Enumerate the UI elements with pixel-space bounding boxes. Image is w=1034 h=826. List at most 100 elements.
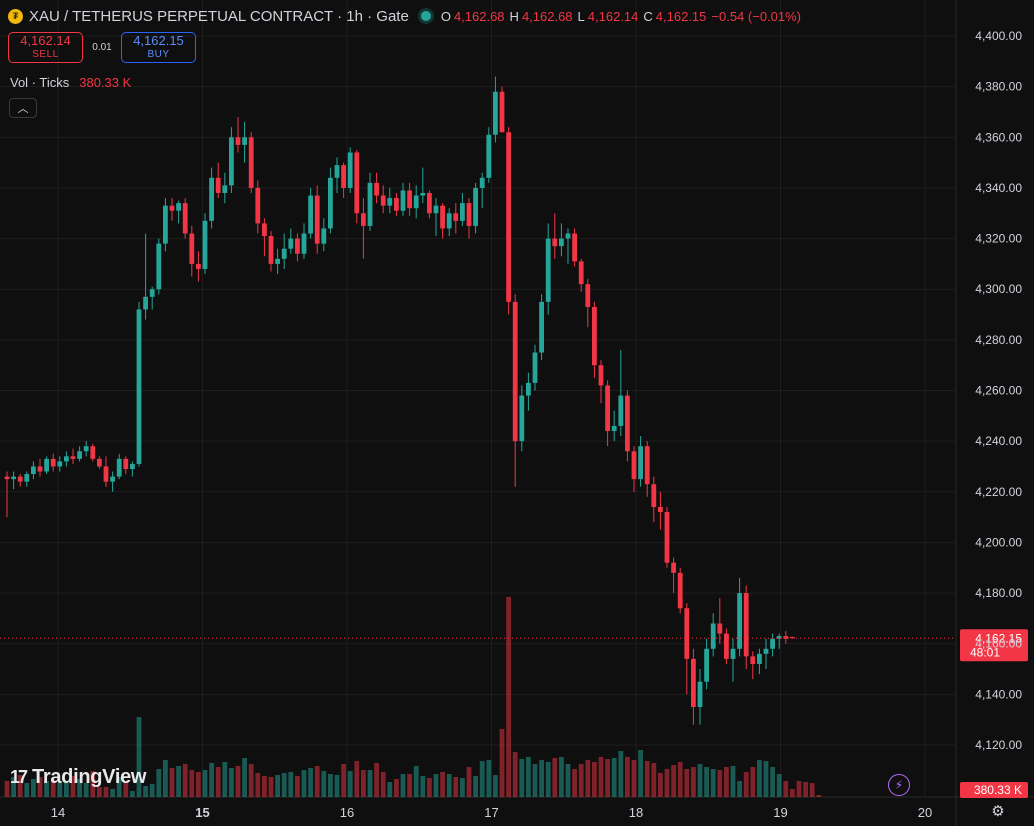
volume-bar <box>790 789 795 797</box>
candle-body <box>730 648 736 659</box>
volume-bar <box>149 784 155 797</box>
volume-bar <box>631 760 637 797</box>
volume-bar <box>809 783 815 797</box>
candle-body <box>182 203 188 234</box>
volume-bar <box>440 772 445 797</box>
volume-bar <box>308 768 313 797</box>
candle-body <box>374 182 379 196</box>
lightning-icon[interactable]: ⚡ <box>888 774 910 796</box>
volume-bar <box>625 757 630 797</box>
tradingview-mark: 17 <box>10 767 28 787</box>
candle-body <box>394 198 399 211</box>
gear-icon[interactable]: ⚙ <box>991 803 1005 820</box>
volume-bar <box>268 777 274 797</box>
volume-bar <box>64 782 69 797</box>
volume-bar <box>341 764 346 797</box>
candle-body <box>189 233 195 264</box>
candle-body <box>215 177 221 193</box>
volume-bar <box>763 761 769 797</box>
ohlc-value-close: 4,162.15 <box>655 8 707 24</box>
volume-bar <box>347 771 353 797</box>
volume-bar <box>757 760 762 797</box>
candle-body <box>328 177 333 229</box>
price-tick-label: 4,240.00 <box>975 434 1022 448</box>
volume-bar <box>420 776 426 797</box>
volume-bar <box>169 768 175 797</box>
time-tick-label: 16 <box>340 805 354 820</box>
price-tick-label: 4,160.00 <box>975 637 1022 651</box>
volume-value-tag <box>960 782 1028 798</box>
ohlc-label-low: L <box>577 8 585 24</box>
candle-body <box>149 289 155 297</box>
volume-bars <box>4 597 822 797</box>
volume-bar <box>235 766 241 797</box>
volume-bar <box>110 789 115 797</box>
candle-body <box>143 296 148 310</box>
candle-body <box>486 134 492 178</box>
candle-body <box>691 658 696 708</box>
volume-bar <box>281 773 287 797</box>
candle-body <box>308 195 313 234</box>
candle-body <box>255 187 261 224</box>
candle-body <box>77 451 82 459</box>
candle-body <box>176 203 181 211</box>
price-tick-label: 4,340.00 <box>975 181 1022 195</box>
candle-body <box>196 263 201 269</box>
time-tick-label: 18 <box>629 805 643 820</box>
candle-body <box>493 91 498 135</box>
volume-bar <box>182 764 188 797</box>
ohlc-label-open: O <box>440 8 451 24</box>
volume-bar <box>367 770 373 797</box>
ohlc-value-low: 4,162.14 <box>587 8 639 24</box>
volume-label: Vol · Ticks <box>10 75 70 90</box>
collapse-legend-button[interactable]: ︿ <box>9 98 37 118</box>
volume-bar <box>427 778 432 797</box>
time-axis[interactable]: 14 15 16 17 18 19 20 <box>51 805 932 820</box>
price-axis[interactable]: 4,400.00 4,380.00 4,360.00 4,340.00 4,320.00… <box>975 29 1022 752</box>
live-dot-icon <box>420 11 431 21</box>
symbol-title[interactable]: XAU / TETHERUS PERPETUAL CONTRACT · 1h ·… <box>29 7 409 25</box>
sell-button[interactable]: 4,162.14 SELL <box>8 32 83 63</box>
candle-body <box>367 182 373 226</box>
candle-body <box>519 395 525 442</box>
volume-bar <box>644 761 650 797</box>
candle-body <box>97 458 102 467</box>
volume-bar <box>750 767 756 797</box>
volume-bar <box>737 781 742 797</box>
candle-body <box>559 238 564 247</box>
volume-bar <box>123 783 129 797</box>
volume-bar <box>770 767 775 797</box>
volume-bar <box>44 781 49 797</box>
sell-label: SELL <box>32 48 59 60</box>
time-tick-label: 14 <box>51 805 65 820</box>
volume-bar <box>460 778 465 797</box>
ohlc-label-close: C <box>643 8 653 24</box>
candle-body <box>295 238 300 254</box>
volume-bar <box>691 767 696 797</box>
candle-body <box>625 395 630 452</box>
candle-body <box>710 623 716 649</box>
tradingview-logo[interactable]: 17 TradingView <box>10 766 146 789</box>
volume-bar <box>37 777 43 797</box>
volume-bar <box>77 779 82 797</box>
candle-body <box>446 213 452 229</box>
buy-button[interactable]: 4,162.15 BUY <box>121 32 196 63</box>
candle-body <box>466 203 472 226</box>
volume-bar <box>242 758 247 797</box>
volume-legend[interactable]: Vol · Ticks 380.33 K <box>10 75 131 90</box>
volume-bar <box>565 764 571 797</box>
candle-body <box>473 187 478 226</box>
tradingview-wordmark: TradingView <box>32 766 147 788</box>
volume-bar <box>400 774 406 797</box>
volume-bar <box>31 779 36 797</box>
candle-body <box>790 636 795 639</box>
ohlc-label-high: H <box>509 8 519 24</box>
volume-bar <box>413 766 419 797</box>
volume-bar <box>704 767 709 797</box>
volume-bar <box>314 766 320 797</box>
volume-bar <box>724 767 729 797</box>
candle-body <box>70 456 76 459</box>
volume-bar <box>11 777 16 797</box>
